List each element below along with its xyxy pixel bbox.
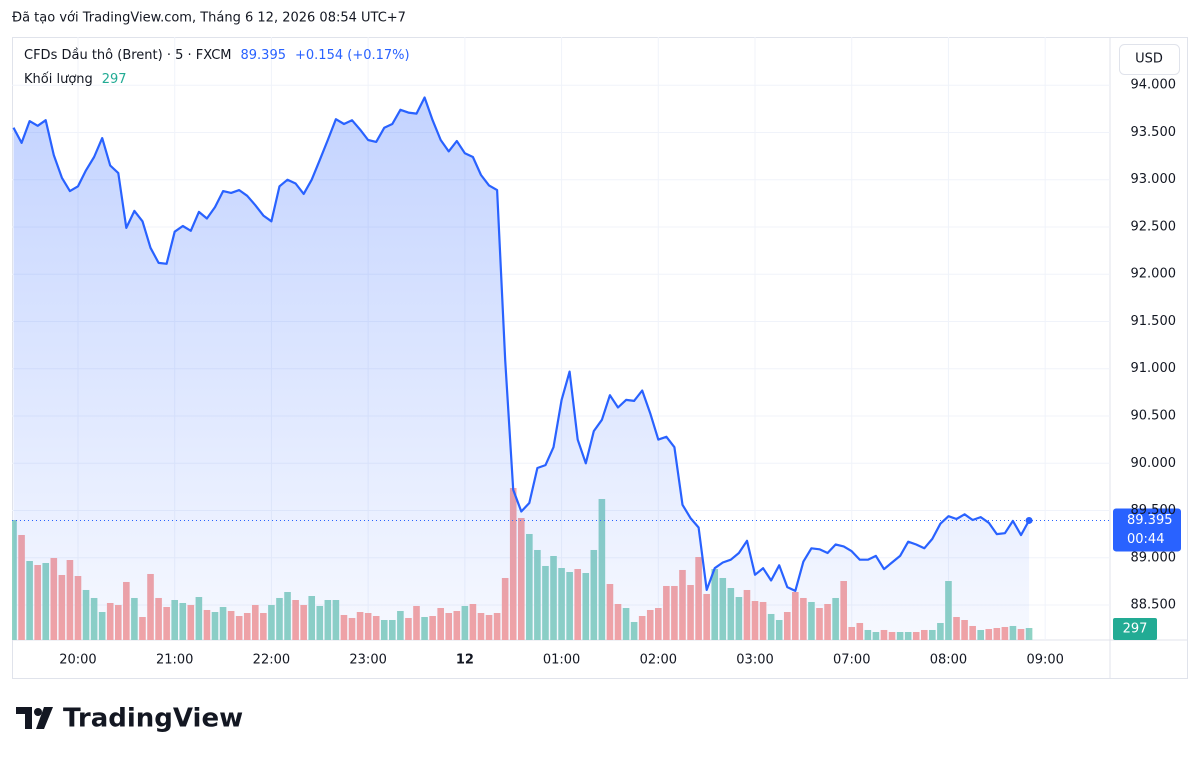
y-tick-label: 90.500 bbox=[1131, 409, 1177, 424]
y-tick-label: 91.500 bbox=[1131, 314, 1177, 329]
price-badge bbox=[1113, 508, 1181, 552]
y-tick-label: 91.000 bbox=[1131, 361, 1177, 376]
x-tick-label: 07:00 bbox=[833, 653, 870, 668]
volume-last: 297 bbox=[101, 72, 127, 87]
volume-title: Khối lượng bbox=[24, 72, 93, 87]
volume-badge bbox=[1113, 618, 1157, 640]
price-badge-label: 89.395 bbox=[1127, 513, 1173, 528]
x-tick-label: 22:00 bbox=[253, 653, 290, 668]
x-tick-label: 12 bbox=[456, 653, 474, 668]
currency-button[interactable] bbox=[1119, 44, 1180, 75]
y-tick-label: 92.500 bbox=[1131, 219, 1177, 234]
legend: CFDs Dầu thô (Brent) · 5 · FXCM 89.395 +… bbox=[24, 48, 410, 63]
volume-legend: Khối lượng 297 bbox=[24, 72, 127, 87]
countdown: 00:44 bbox=[1127, 532, 1164, 547]
last-price: 89.395 bbox=[240, 48, 287, 63]
brand: TradingView bbox=[63, 704, 243, 734]
last-point bbox=[1025, 516, 1033, 524]
symbol: CFDs Dầu thô (Brent) · 5 · FXCM bbox=[24, 48, 232, 63]
x-tick-label: 09:00 bbox=[1026, 653, 1063, 668]
area bbox=[13, 97, 1030, 640]
x-tick-label: 23:00 bbox=[349, 653, 386, 668]
y-tick-label: 90.000 bbox=[1131, 456, 1177, 471]
y-tick-label: 93.500 bbox=[1131, 125, 1177, 140]
x-tick-label: 01:00 bbox=[543, 653, 580, 668]
volume-badge-label: 297 bbox=[1123, 622, 1148, 637]
x-tick-label: 21:00 bbox=[156, 653, 193, 668]
y-tick-label: 89.500 bbox=[1131, 503, 1177, 518]
x-tick-label: 02:00 bbox=[640, 653, 677, 668]
frame bbox=[12, 37, 1188, 679]
y-tick-label: 88.500 bbox=[1131, 598, 1177, 613]
x-tick-label: 20:00 bbox=[59, 653, 96, 668]
y-tick-label: 94.000 bbox=[1131, 78, 1177, 93]
caption: Đã tạo với TradingView.com, Tháng 6 12, … bbox=[12, 11, 406, 26]
x-tick-label: 08:00 bbox=[930, 653, 967, 668]
change: +0.154 (+0.17%) bbox=[295, 48, 410, 63]
y-tick-label: 92.000 bbox=[1131, 267, 1177, 282]
logo bbox=[16, 707, 53, 729]
currency: USD bbox=[1135, 52, 1163, 67]
y-tick-label: 89.000 bbox=[1131, 550, 1177, 565]
y-tick-label: 93.000 bbox=[1131, 172, 1177, 187]
price-line bbox=[12, 96, 1031, 592]
x-tick-label: 03:00 bbox=[736, 653, 773, 668]
